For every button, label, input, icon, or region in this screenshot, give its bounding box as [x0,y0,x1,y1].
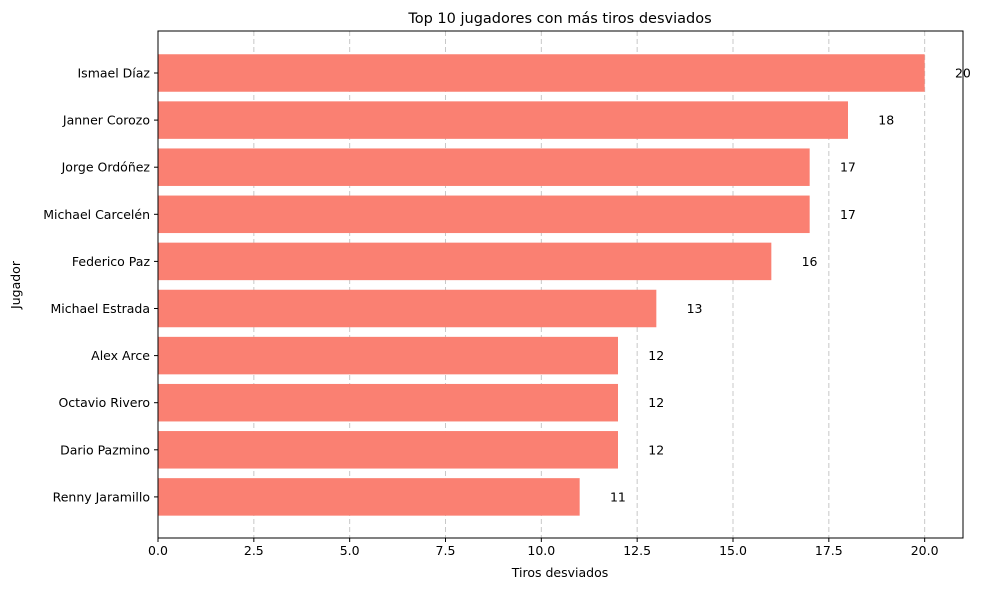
y-tick-label: Janner Corozo [62,113,150,128]
y-tick-label: Octavio Rivero [58,395,150,410]
value-label: 17 [840,160,856,175]
x-tick-label: 10.0 [527,543,555,558]
bar [158,54,925,92]
y-tick-label: Federico Paz [72,254,151,269]
y-axis-label: Jugador [8,260,23,310]
value-label: 18 [878,113,894,128]
chart-title: Top 10 jugadores con más tiros desviados [407,11,711,27]
bar [158,336,618,375]
x-axis-ticks: 0.0 2.5 5.0 7.5 10.0 12.5 15.0 17.5 20.0 [148,538,939,558]
x-tick-label: 17.5 [815,543,843,558]
y-tick-label: Jorge Ordóñez [61,160,151,175]
x-tick-label: 0.0 [148,543,168,558]
bars [158,54,925,516]
x-tick-label: 2.5 [244,543,264,558]
y-tick-label: Renny Jaramillo [53,489,150,504]
y-axis-ticks: Ismael Díaz Janner Corozo Jorge Ordóñez Mic… [43,66,158,504]
bar [158,195,810,234]
x-tick-label: 5.0 [340,543,360,558]
bar [158,431,618,469]
bar [158,478,580,516]
plot-frame [157,30,964,539]
y-tick-label: Dario Pazmino [60,442,150,457]
bar [158,101,848,139]
value-label: 13 [687,301,703,316]
value-label: 17 [840,207,856,222]
bar [158,148,810,186]
y-tick-label: Michael Estrada [50,301,150,316]
value-label: 11 [610,489,626,504]
value-label: 12 [648,395,664,410]
y-tick-label: Ismael Díaz [78,66,151,81]
value-label: 12 [648,348,664,363]
bar [158,242,772,281]
x-tick-label: 15.0 [719,543,747,558]
x-tick-label: 20.0 [911,543,939,558]
bar [158,383,618,422]
y-tick-label: Alex Arce [91,348,150,363]
bar [158,289,657,328]
x-tick-label: 7.5 [436,543,456,558]
value-label: 12 [648,442,664,457]
x-axis-label: Tiros desviados [511,565,608,580]
value-label: 16 [802,254,818,269]
y-tick-label: Michael Carcelén [43,207,150,222]
x-tick-label: 12.5 [623,543,651,558]
